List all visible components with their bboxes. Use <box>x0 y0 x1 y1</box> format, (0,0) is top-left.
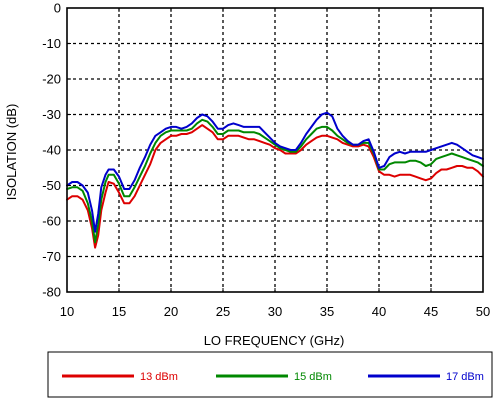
x-tick-labels: 10 15 20 25 30 35 40 45 50 <box>60 304 490 319</box>
y-tick-label: 0 <box>54 1 61 16</box>
series-line-2 <box>66 118 484 244</box>
x-tick-label: 25 <box>216 304 230 319</box>
legend-label-3: 17 dBm <box>446 371 484 383</box>
x-tick-label: 45 <box>424 304 438 319</box>
legend-label-2: 15 dBm <box>294 371 332 383</box>
legend-items: 13 dBm 15 dBm 17 dBm <box>62 371 484 383</box>
y-axis-label: ISOLATION (dB) <box>4 104 19 201</box>
series-line-3 <box>66 111 484 233</box>
x-tick-label: 50 <box>476 304 490 319</box>
y-tick-label: -30 <box>42 107 61 122</box>
x-tick-label: 40 <box>372 304 386 319</box>
x-axis-label: LO FREQUENCY (GHz) <box>204 333 345 348</box>
series-line-1 <box>66 124 484 249</box>
y-tick-label: -70 <box>42 249 61 264</box>
grid-lines <box>67 8 483 292</box>
x-tick-label: 35 <box>320 304 334 319</box>
x-tick-label: 20 <box>164 304 178 319</box>
x-tick-label: 30 <box>268 304 282 319</box>
legend: 13 dBm 15 dBm 17 dBm <box>47 351 493 398</box>
legend-label-1: 13 dBm <box>140 371 178 383</box>
tick-marks <box>66 7 484 293</box>
y-tick-label: -50 <box>42 178 61 193</box>
x-tick-label: 10 <box>60 304 74 319</box>
y-tick-label: -20 <box>42 72 61 87</box>
y-tick-label: -60 <box>42 214 61 229</box>
y-tick-label: -10 <box>42 36 61 51</box>
y-tick-label: -80 <box>42 285 61 300</box>
y-tick-label: -40 <box>42 143 61 158</box>
series-layer <box>66 111 484 249</box>
x-tick-label: 15 <box>112 304 126 319</box>
y-tick-labels: 0 -10 -20 -30 -40 -50 -60 -70 -80 <box>42 1 61 300</box>
